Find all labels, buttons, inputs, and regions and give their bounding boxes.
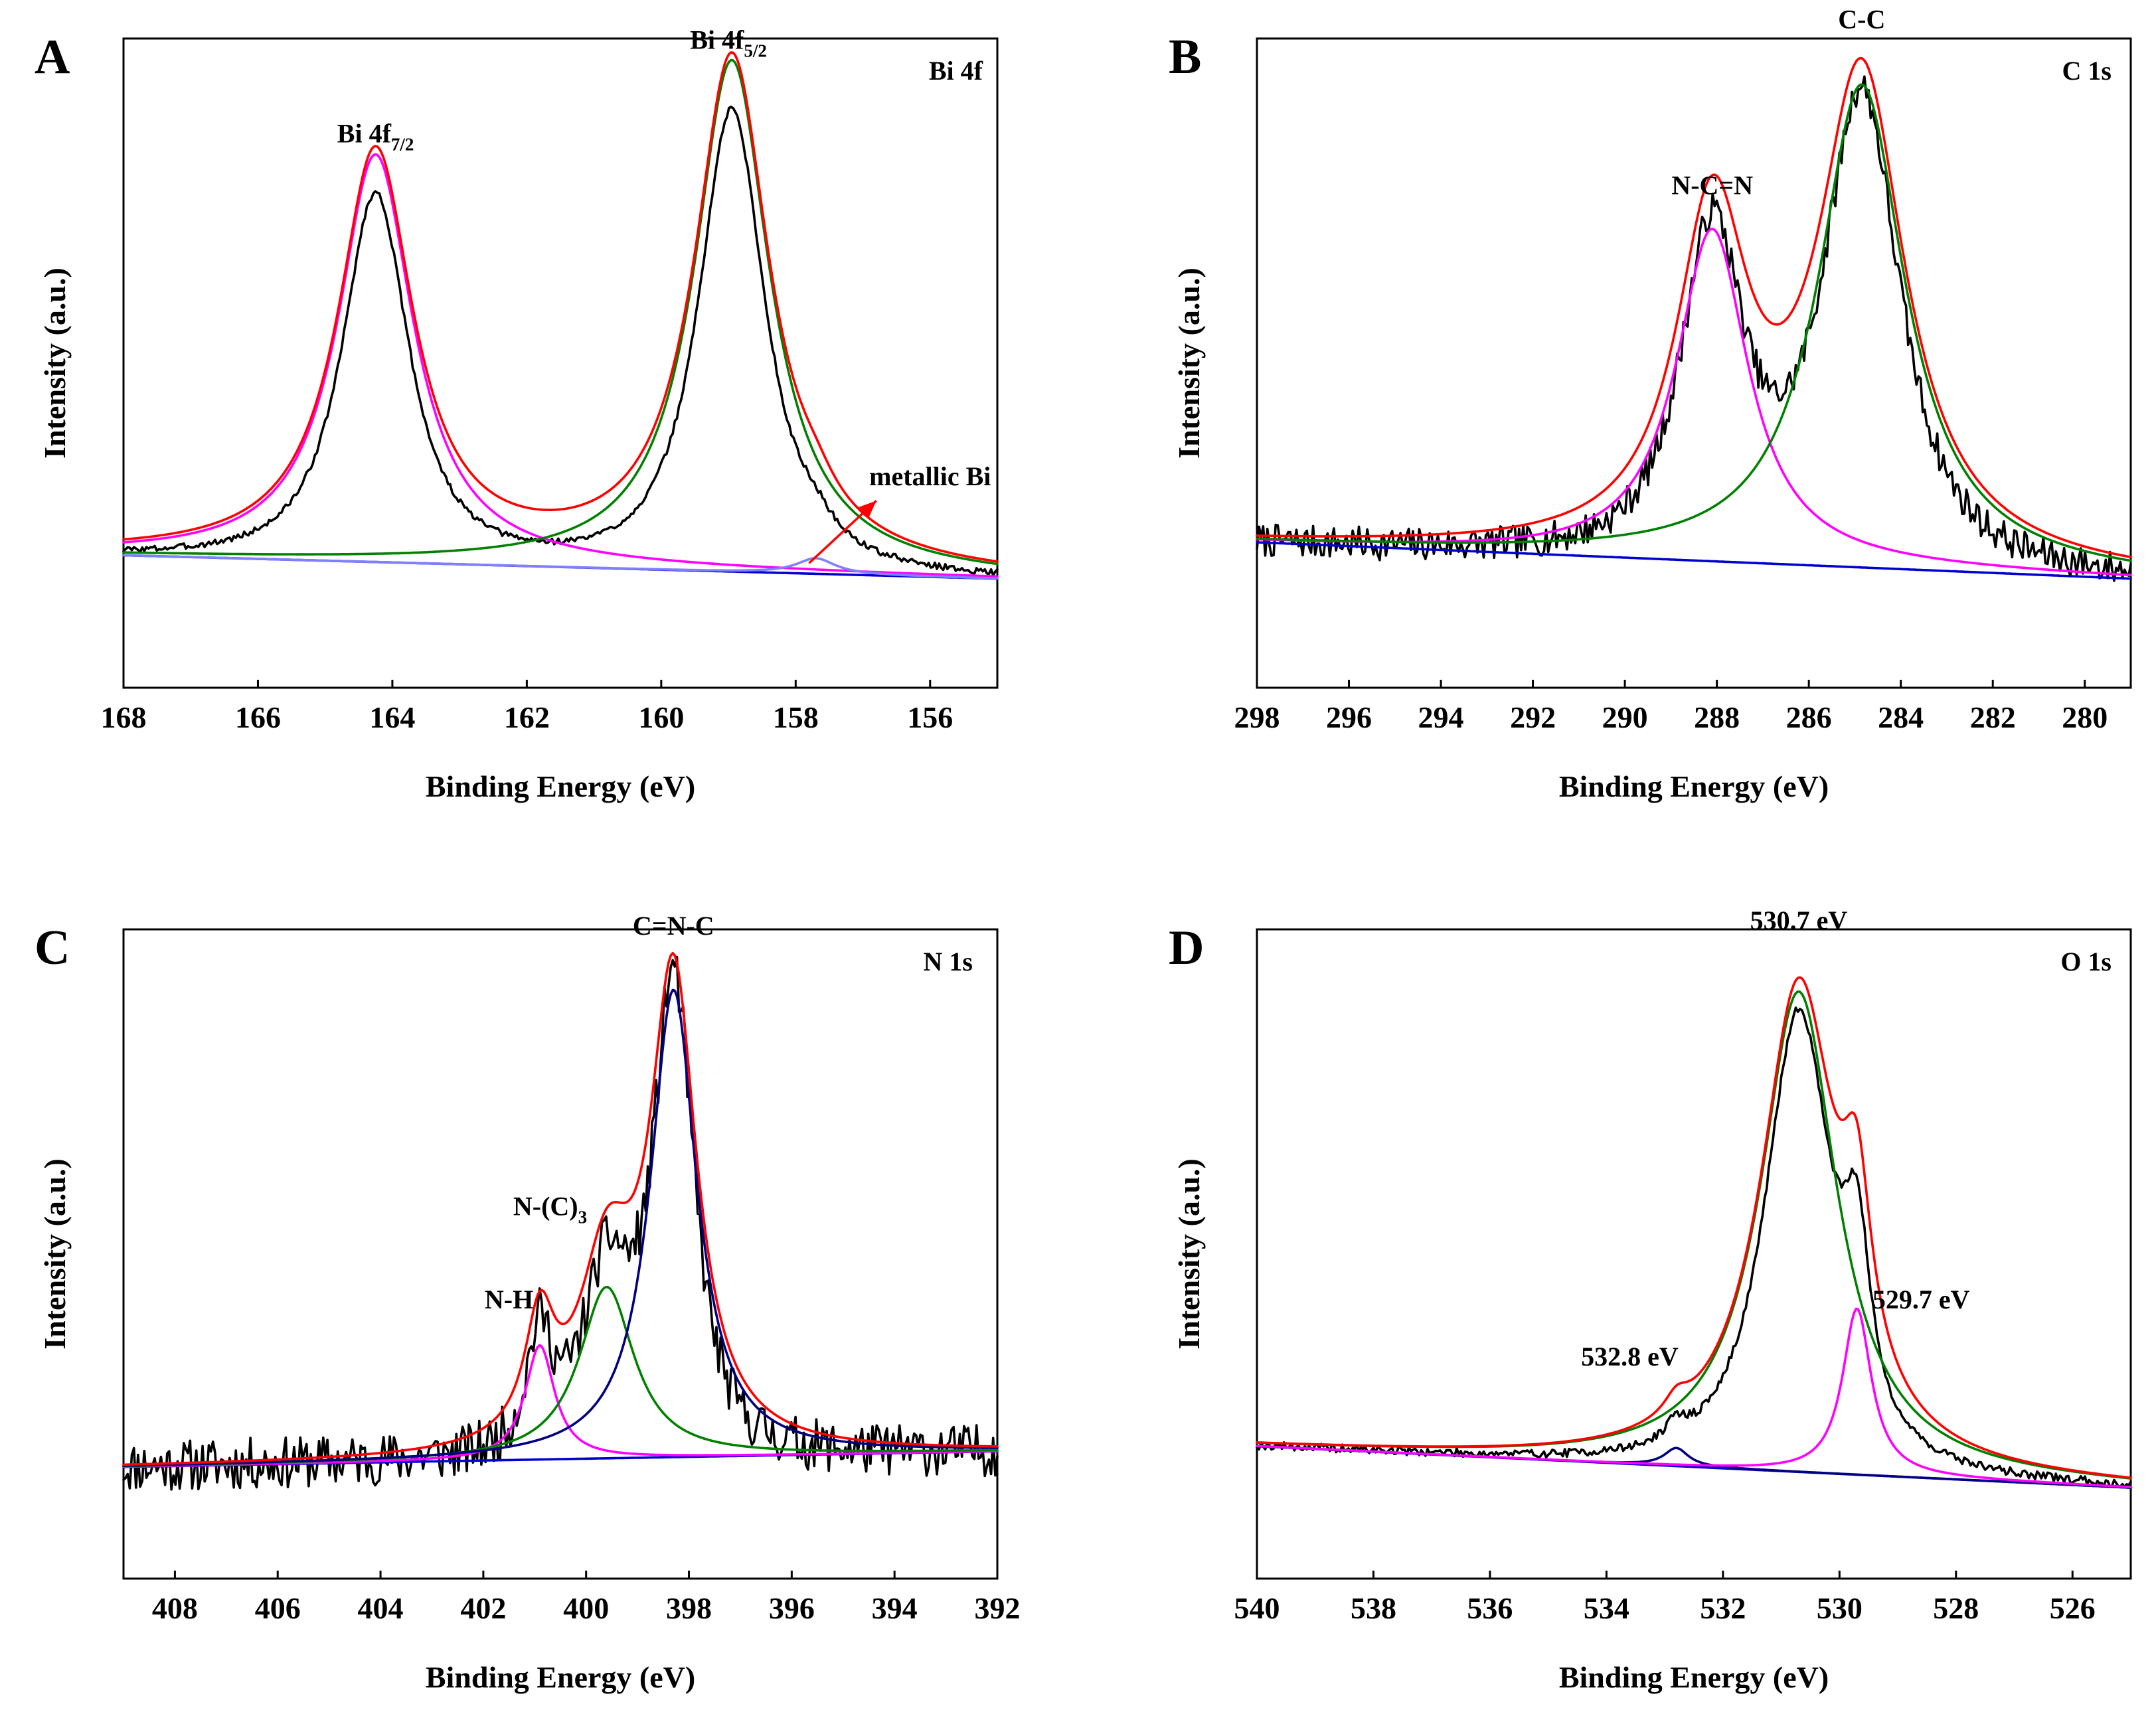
fit-peak-d-2 <box>1256 1307 2132 1488</box>
envelope-line-b <box>1256 56 2132 558</box>
annotations-b: N-C=N C-C <box>1671 4 1885 200</box>
panel-letter-a: A <box>35 30 70 84</box>
background-line-b <box>1256 541 2132 580</box>
x-tick-label-c-7: 394 <box>872 1591 918 1625</box>
panel-letter-d: D <box>1169 921 1204 975</box>
peak-label-b-0: N-C=N <box>1671 171 1753 200</box>
peak-label-a-1: Bi 4f5/2 <box>690 25 767 61</box>
panel-letter-b: B <box>1169 30 1201 84</box>
x-tick-label-d-7: 526 <box>2050 1591 2096 1625</box>
y-axis-title-a: Intensity (a.u.) <box>38 268 72 459</box>
x-tick-label-b-2: 294 <box>1418 700 1464 734</box>
series-a <box>122 51 999 580</box>
x-tick-label-b-6: 286 <box>1786 700 1832 734</box>
fit-peak-c-0 <box>122 1344 999 1468</box>
x-tick-label-a-0: 168 <box>101 700 147 734</box>
x-tick-label-a-6: 156 <box>907 700 953 734</box>
peak-label-c-0: N-H <box>485 1285 533 1314</box>
peak-label-c-2: C=N-C <box>633 911 714 941</box>
x-tick-label-c-3: 402 <box>460 1591 506 1625</box>
peak-label-b-1: C-C <box>1838 4 1885 34</box>
x-tick-label-b-3: 292 <box>1510 700 1556 734</box>
x-tick-label-c-0: 408 <box>152 1591 198 1625</box>
x-tick-label-c-6: 396 <box>769 1591 815 1625</box>
envelope-line-a <box>122 51 999 563</box>
x-tick-label-a-3: 162 <box>504 700 550 734</box>
plot-frame-d <box>1256 928 2132 1580</box>
x-tick-label-d-6: 528 <box>1933 1591 1979 1625</box>
panel-d: D O 1s Binding Energy (eV) Intensity (a.… <box>1169 905 2132 1694</box>
spectrum-label-c: N 1s <box>924 947 973 976</box>
series-d <box>1256 976 2132 1489</box>
peak-label-d-0: 532.8 eV <box>1581 1342 1679 1371</box>
panel-b: B C 1s Binding Energy (eV) Intensity (a.… <box>1169 4 2132 803</box>
x-tick-label-b-0: 298 <box>1234 700 1280 734</box>
peak-label-c-1: N-(C)3 <box>513 1191 587 1227</box>
x-tick-label-d-5: 530 <box>1817 1591 1863 1625</box>
x-ticks-d: 540 538 536 534 532 530 528 526 <box>1234 1571 2096 1625</box>
x-tick-label-d-4: 532 <box>1700 1591 1746 1625</box>
fit-peak-a-2 <box>122 554 999 580</box>
x-tick-label-a-4: 160 <box>638 700 684 734</box>
series-b <box>1256 56 2132 582</box>
fit-peak-b-1 <box>1256 83 2132 562</box>
x-tick-label-c-5: 398 <box>666 1591 712 1625</box>
panel-a: A Bi 4f Binding Energy (eV) Intensity (a… <box>35 25 999 803</box>
annotations-a: Bi 4f7/2 Bi 4f5/2 metallic Bi <box>337 25 991 564</box>
fit-peak-c-1 <box>122 1285 999 1468</box>
panel-c: C N 1s Binding Energy (eV) Intensity (a.… <box>35 911 1021 1694</box>
x-ticks-c: 408 406 404 402 400 398 396 394 392 <box>152 1571 1021 1625</box>
fit-peak-a-1 <box>122 58 999 566</box>
x-tick-label-b-9: 280 <box>2062 700 2108 734</box>
spectrum-label-b: C 1s <box>2062 56 2112 86</box>
x-tick-label-b-5: 288 <box>1694 700 1740 734</box>
peak-label-d-1: 530.7 eV <box>1750 905 1848 935</box>
x-axis-title-b: Binding Energy (eV) <box>1559 769 1829 803</box>
spectrum-label-a: Bi 4f <box>929 56 983 86</box>
peak-label-d-2: 529.7 eV <box>1872 1285 1970 1314</box>
x-tick-label-a-2: 164 <box>369 700 415 734</box>
x-tick-label-b-4: 290 <box>1602 700 1648 734</box>
x-tick-label-c-1: 406 <box>255 1591 301 1625</box>
x-tick-label-d-2: 536 <box>1467 1591 1513 1625</box>
envelope-line-c <box>122 951 999 1466</box>
y-axis-title-d: Intensity (a.u.) <box>1172 1158 1206 1350</box>
y-axis-title-b: Intensity (a.u.) <box>1172 268 1206 459</box>
x-tick-label-d-0: 540 <box>1234 1591 1280 1625</box>
raw-data-line-d <box>1256 1006 2132 1488</box>
plot-frame-b <box>1256 37 2132 689</box>
x-axis-title-d: Binding Energy (eV) <box>1559 1660 1829 1694</box>
x-tick-label-d-1: 538 <box>1351 1591 1396 1625</box>
plot-frame-a <box>122 37 999 689</box>
fit-peak-c-2 <box>122 988 999 1467</box>
panel-letter-c: C <box>35 921 70 975</box>
x-tick-label-d-3: 534 <box>1584 1591 1629 1625</box>
x-tick-label-a-5: 158 <box>773 700 819 734</box>
annotations-c: N-H N-(C)3 C=N-C <box>485 911 714 1314</box>
x-tick-label-c-8: 392 <box>975 1591 1021 1625</box>
x-tick-label-b-8: 282 <box>1970 700 2016 734</box>
y-axis-title-c: Intensity (a.u.) <box>38 1158 72 1350</box>
x-tick-label-b-1: 296 <box>1326 700 1372 734</box>
x-ticks-b: 298 296 294 292 290 288 286 284 282 280 <box>1234 680 2108 734</box>
annotation-arrowhead-a <box>859 501 876 518</box>
fit-peak-b-0 <box>1256 228 2132 577</box>
x-axis-title-a: Binding Energy (eV) <box>426 769 695 803</box>
x-tick-label-b-7: 284 <box>1878 700 1924 734</box>
fit-peak-d-1 <box>1256 990 2132 1480</box>
x-axis-title-c: Binding Energy (eV) <box>426 1660 695 1694</box>
raw-data-line-c <box>122 955 999 1491</box>
envelope-line-d <box>1256 976 2132 1479</box>
spectrum-label-d: O 1s <box>2060 947 2112 976</box>
annotations-d: 532.8 eV 530.7 eV 529.7 eV <box>1581 905 1969 1371</box>
peak-label-a-2: metallic Bi <box>869 461 991 491</box>
x-tick-label-c-2: 404 <box>358 1591 404 1625</box>
x-tick-label-a-1: 166 <box>235 700 281 734</box>
x-tick-label-c-4: 400 <box>563 1591 609 1625</box>
x-ticks-a: 168 166 164 162 160 158 156 <box>101 680 953 734</box>
plot-frame-c <box>122 928 999 1580</box>
series-c <box>122 951 999 1491</box>
peak-label-a-0: Bi 4f7/2 <box>337 118 414 154</box>
